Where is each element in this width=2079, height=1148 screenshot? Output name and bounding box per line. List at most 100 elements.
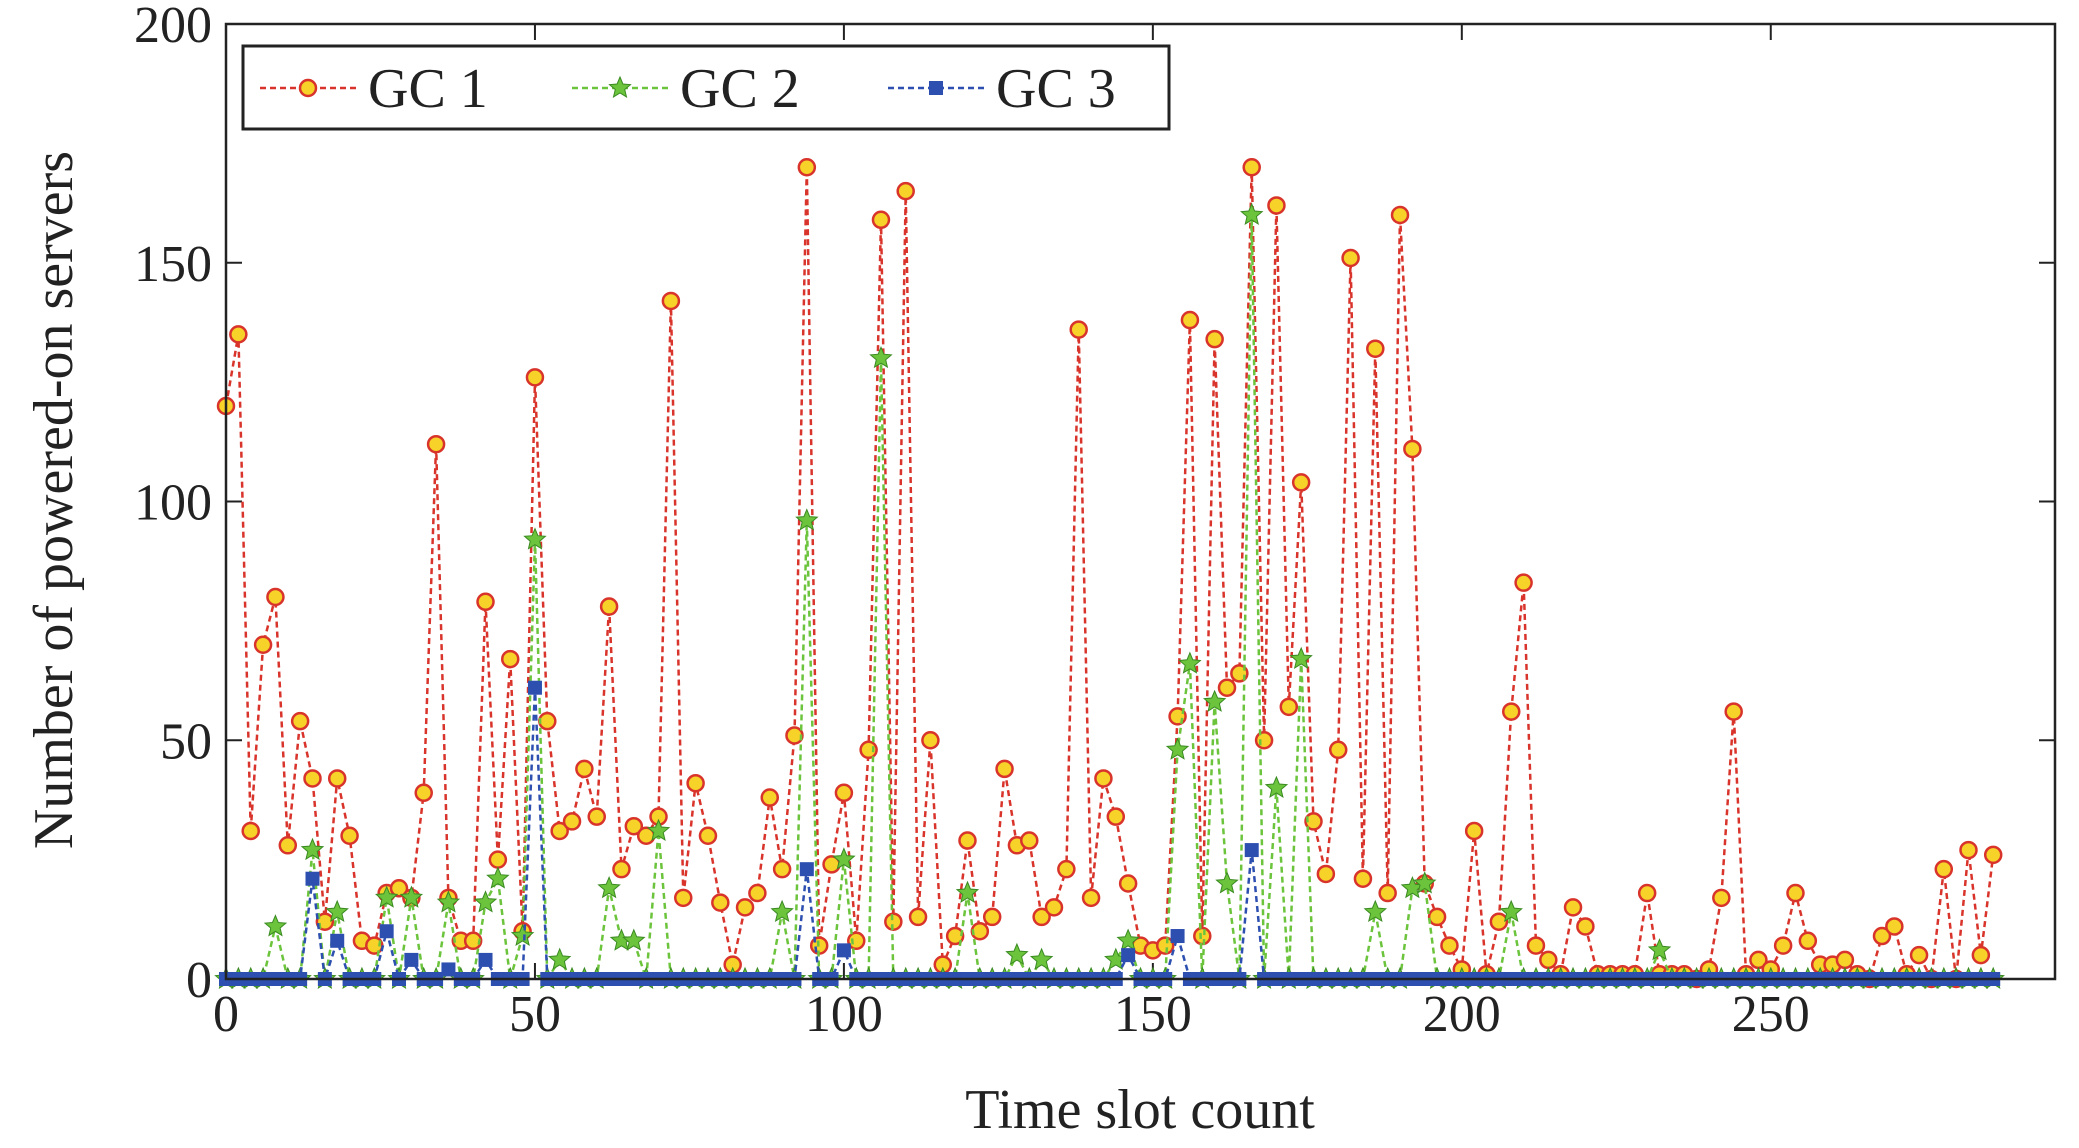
series — [219, 680, 2001, 986]
data-point — [1316, 864, 1336, 884]
data-point — [1464, 821, 1484, 841]
data-point — [1366, 339, 1385, 358]
data-point — [1094, 769, 1113, 788]
data-point — [1289, 646, 1313, 670]
data-point — [1081, 888, 1101, 908]
data-point — [414, 783, 433, 803]
data-point — [500, 649, 520, 669]
data-point — [229, 325, 248, 344]
data-point — [995, 759, 1014, 779]
data-point — [622, 928, 646, 951]
data-point — [945, 926, 965, 946]
data-point — [661, 291, 681, 311]
data-point — [1193, 926, 1212, 946]
data-point — [1353, 869, 1373, 888]
data-point — [859, 740, 878, 760]
data-point — [1563, 898, 1583, 917]
data-point — [330, 933, 345, 948]
legend-label: GC 3 — [996, 58, 1116, 120]
data-point — [1202, 689, 1227, 712]
data-point — [278, 836, 298, 855]
data-point — [1057, 859, 1076, 879]
data-point — [1712, 888, 1731, 908]
data-point — [473, 890, 498, 913]
data-point — [1178, 651, 1202, 674]
x-tick-label: 0 — [213, 986, 239, 1043]
data-point — [1205, 329, 1224, 349]
data-point — [1291, 473, 1311, 492]
data-point — [547, 947, 572, 970]
data-point — [1647, 938, 1672, 961]
data-point — [785, 726, 804, 745]
data-point — [612, 859, 631, 879]
data-point — [795, 508, 819, 531]
x-tick-label: 50 — [509, 986, 561, 1043]
data-point — [510, 923, 535, 946]
x-axis-title: Time slot count — [965, 1079, 1315, 1141]
y-tick-label: 150 — [134, 236, 212, 293]
data-point — [1637, 883, 1657, 903]
x-tick-label: 250 — [1732, 986, 1810, 1043]
data-point — [399, 885, 424, 908]
data-point — [982, 907, 1002, 927]
data-point — [253, 635, 273, 654]
data-point — [1526, 936, 1546, 955]
data-point — [770, 899, 794, 923]
data-point — [1170, 929, 1185, 944]
data-point — [1576, 917, 1595, 936]
data-point — [325, 899, 349, 923]
data-point — [1215, 871, 1239, 894]
data-point — [1121, 948, 1136, 963]
data-point — [241, 821, 260, 841]
data-point — [1403, 439, 1422, 459]
data-point — [1106, 807, 1126, 826]
data-point — [1909, 945, 1929, 965]
data-point — [799, 862, 814, 877]
data-point — [1118, 874, 1138, 893]
data-point — [525, 368, 545, 387]
legend-marker — [929, 81, 943, 95]
data-point — [327, 769, 347, 788]
data-point — [1773, 936, 1793, 955]
data-point — [305, 871, 320, 886]
data-point — [896, 181, 915, 201]
data-point — [486, 866, 510, 889]
data-point — [1116, 928, 1140, 951]
data-point — [379, 924, 394, 939]
data-point — [1501, 702, 1521, 721]
data-point — [1240, 202, 1264, 225]
data-point — [871, 210, 891, 230]
data-point — [1267, 196, 1286, 215]
data-point — [263, 914, 288, 937]
data-point — [1217, 678, 1237, 697]
data-point — [1872, 926, 1892, 946]
data-point — [426, 434, 446, 454]
data-point — [523, 527, 547, 550]
data-point — [436, 890, 461, 913]
y-tick-label: 100 — [134, 475, 212, 532]
data-point — [970, 922, 990, 941]
data-point — [1180, 310, 1200, 330]
data-point — [1835, 950, 1855, 970]
x-tick-label: 200 — [1423, 986, 1501, 1043]
data-point — [587, 807, 606, 826]
data-point — [1440, 936, 1459, 955]
data-point — [674, 888, 693, 908]
data-point — [1242, 158, 1261, 177]
data-point — [711, 893, 730, 912]
data-point — [1959, 840, 1978, 860]
data-point — [646, 818, 671, 841]
data-point — [476, 592, 495, 612]
data-point — [1069, 320, 1088, 339]
data-point — [1934, 859, 1954, 879]
data-point — [404, 952, 419, 967]
data-point — [599, 597, 619, 616]
data-point — [1971, 945, 1991, 965]
data-point — [488, 850, 508, 869]
data-point — [1378, 883, 1397, 903]
series-line — [226, 687, 1994, 983]
data-point — [1413, 871, 1437, 894]
legend-marker — [608, 75, 632, 98]
data-point — [597, 875, 621, 899]
